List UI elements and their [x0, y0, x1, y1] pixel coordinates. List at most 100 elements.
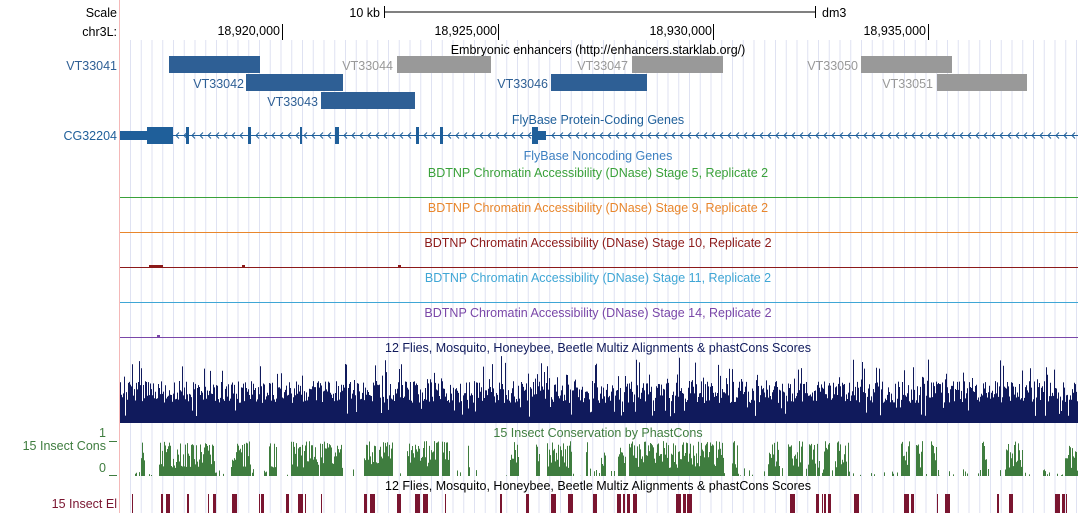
conserved-element — [822, 494, 823, 513]
conserved-element — [286, 494, 289, 513]
conserved-element — [208, 494, 209, 513]
insect-cons-track[interactable]: 15 Insect Conservation by PhastCons 15 I… — [23, 426, 1078, 476]
ruler-track[interactable]: Scale chr3L: 10 kb dm3 18,920,000 18,925… — [82, 6, 929, 40]
vertical-gridlines — [130, 40, 1077, 513]
conserved-element — [687, 494, 692, 513]
strand-arrow — [391, 132, 396, 139]
conserved-element — [161, 494, 163, 513]
strand-arrow — [1071, 132, 1076, 139]
conserved-element — [445, 494, 446, 513]
conserved-element — [676, 494, 681, 513]
multiz-wiggle — [120, 356, 1078, 423]
strand-arrow — [903, 132, 908, 139]
gene-exon — [147, 127, 173, 144]
conserved-element — [593, 494, 597, 513]
enhancer-feature-vt33043[interactable] — [321, 92, 415, 109]
strand-arrow — [559, 132, 564, 139]
gene-exon — [300, 127, 302, 144]
cons-side-label[interactable]: 15 Insect Cons — [23, 439, 106, 453]
conserved-element — [259, 494, 260, 513]
dnase-track-stage14[interactable]: BDTNP Chromatin Accessibility (DNase) St… — [120, 306, 1078, 338]
strand-arrow — [775, 132, 780, 139]
strand-arrow — [911, 132, 916, 139]
gene-exon — [248, 127, 251, 144]
multiz-track-title: 12 Flies, Mosquito, Honeybee, Beetle Mul… — [385, 341, 811, 355]
conserved-element — [166, 494, 170, 513]
dnase-track-stage11[interactable]: BDTNP Chromatin Accessibility (DNase) St… — [120, 271, 1078, 303]
strand-arrow — [439, 132, 444, 139]
enhancer-feature-vt33042[interactable] — [246, 74, 343, 91]
strand-arrow — [415, 132, 420, 139]
strand-arrow — [399, 132, 404, 139]
conserved-element — [213, 494, 216, 513]
elements-side-label[interactable]: 15 Insect El — [52, 497, 117, 511]
dnase-track-stage10[interactable]: BDTNP Chromatin Accessibility (DNase) St… — [120, 236, 1078, 268]
enhancer-label-vt33041[interactable]: VT33041 — [66, 59, 117, 73]
gene-label-cg32204[interactable]: CG32204 — [63, 129, 117, 143]
strand-arrow — [703, 132, 708, 139]
dnase-stage10-signal — [398, 265, 401, 267]
enhancer-label-vt33047[interactable]: VT33047 — [577, 59, 628, 73]
protein-coding-gene-track[interactable]: FlyBase Protein-Coding Genes CG32204 — [63, 113, 1078, 144]
cons-wiggle — [120, 441, 1078, 476]
gene-model-cg32204[interactable] — [120, 127, 1078, 144]
strand-arrow — [327, 132, 332, 139]
noncoding-gene-track[interactable]: FlyBase Noncoding Genes — [524, 149, 673, 163]
strand-arrow — [583, 132, 588, 139]
position-label-4: 18,935,000 — [863, 24, 926, 38]
enhancer-feature-vt33044[interactable] — [397, 56, 491, 73]
strand-arrow — [407, 132, 412, 139]
strand-arrow — [959, 132, 964, 139]
multiz-track[interactable]: 12 Flies, Mosquito, Honeybee, Beetle Mul… — [120, 341, 1078, 423]
dnase-stage5-title: BDTNP Chromatin Accessibility (DNase) St… — [428, 166, 768, 180]
strand-arrow — [863, 132, 868, 139]
strand-arrow — [975, 132, 980, 139]
strand-arrow — [1063, 132, 1068, 139]
enhancer-label-vt33044[interactable]: VT33044 — [342, 59, 393, 73]
elements-track-title: 12 Flies, Mosquito, Honeybee, Beetle Mul… — [385, 479, 811, 493]
enhancer-feature-vt33051[interactable] — [937, 74, 1027, 91]
strand-arrow — [239, 132, 244, 139]
strand-arrow — [359, 132, 364, 139]
conserved-element — [132, 494, 133, 513]
strand-arrow — [727, 132, 732, 139]
dnase-track-stage5[interactable]: BDTNP Chromatin Accessibility (DNase) St… — [120, 166, 1078, 198]
strand-arrow — [591, 132, 596, 139]
strand-arrow — [311, 132, 316, 139]
strand-arrow — [223, 132, 228, 139]
strand-arrow — [383, 132, 388, 139]
conserved-element — [187, 494, 189, 513]
enhancer-feature-vt33047[interactable] — [632, 56, 723, 73]
enhancer-label-vt33050[interactable]: VT33050 — [807, 59, 858, 73]
cons-track-title: 15 Insect Conservation by PhastCons — [493, 426, 702, 440]
enhancer-label-vt33051[interactable]: VT33051 — [882, 77, 933, 91]
enhancer-feature-vt33041[interactable] — [169, 56, 260, 73]
conserved-element — [364, 494, 367, 513]
enhancer-label-vt33043[interactable]: VT33043 — [267, 95, 318, 109]
enhancer-label-vt33046[interactable]: VT33046 — [497, 77, 548, 91]
enhancer-feature-vt33046[interactable] — [551, 74, 647, 91]
strand-arrow — [255, 132, 260, 139]
strand-arrow — [1047, 132, 1052, 139]
dnase-stage14-signal — [157, 335, 160, 337]
strand-arrow — [271, 132, 276, 139]
cons-axis-max: 1 — [99, 426, 106, 440]
strand-arrow — [519, 132, 524, 139]
conserved-element — [500, 494, 502, 513]
chrom-label: chr3L: — [82, 25, 117, 39]
strand-arrow — [711, 132, 716, 139]
dnase-track-stage9[interactable]: BDTNP Chromatin Accessibility (DNase) St… — [120, 201, 1078, 233]
strand-arrow — [855, 132, 860, 139]
enhancer-feature-vt33050[interactable] — [861, 56, 952, 73]
gene-exon — [532, 127, 538, 144]
strand-arrow — [303, 132, 308, 139]
strand-arrow — [447, 132, 452, 139]
enhancer-label-vt33042[interactable]: VT33042 — [193, 77, 244, 91]
strand-arrow — [503, 132, 508, 139]
conserved-element — [911, 494, 914, 513]
cons-axis-min: 0 — [99, 461, 106, 475]
strand-arrow — [871, 132, 876, 139]
enhancer-track[interactable]: Embryonic enhancers (http://enhancers.st… — [66, 43, 1027, 109]
insect-elements-track[interactable]: 12 Flies, Mosquito, Honeybee, Beetle Mul… — [52, 479, 1067, 513]
